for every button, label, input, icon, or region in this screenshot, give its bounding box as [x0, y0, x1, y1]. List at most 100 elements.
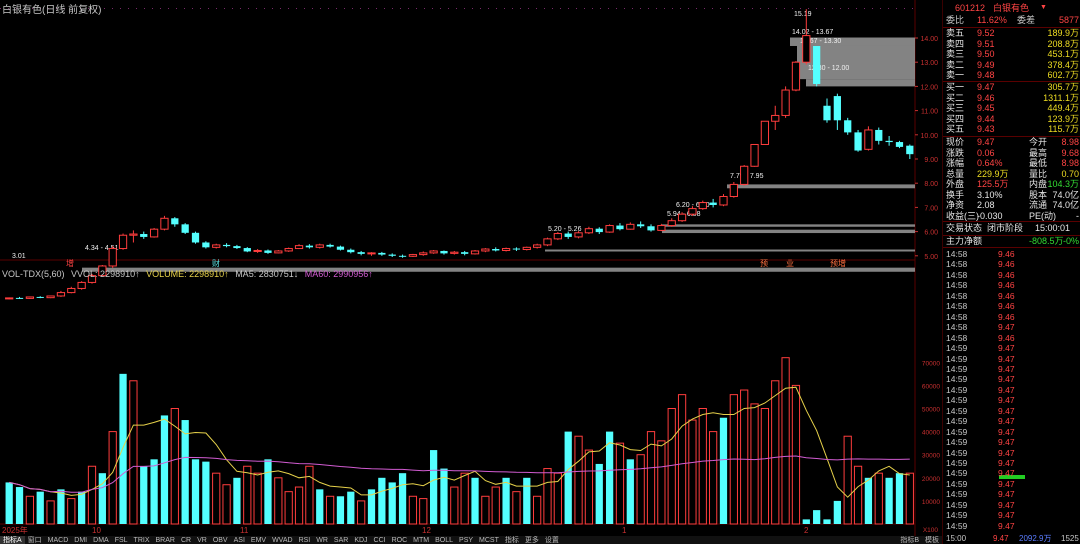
- grid-dot: [584, 8, 585, 9]
- grid-dot: [0, 8, 1, 9]
- gap-label: 4.34 - 4.51: [85, 245, 119, 252]
- tab-22[interactable]: PSY: [459, 536, 474, 544]
- price-tick-label: 5.00: [924, 254, 938, 261]
- tab-4[interactable]: DMA: [93, 536, 109, 544]
- tab-24[interactable]: 指标: [504, 537, 519, 544]
- ask-volume: 378.4万: [1047, 59, 1079, 70]
- tab-18[interactable]: CCI: [373, 536, 386, 544]
- tab-0[interactable]: 指标A: [0, 536, 25, 544]
- grid-dot: [216, 8, 217, 9]
- tab-12[interactable]: EMV: [250, 536, 267, 544]
- tab-17[interactable]: KDJ: [354, 536, 368, 544]
- grid-dot: [480, 8, 481, 9]
- grid-dot: [192, 8, 193, 9]
- volume-unit-label: X100: [923, 527, 939, 534]
- candle-body: [461, 252, 469, 254]
- grid-dot: [464, 8, 465, 9]
- stat-value: 8.98: [1061, 158, 1079, 168]
- tab-11[interactable]: ASI: [233, 536, 245, 544]
- tick-price: 9.47: [998, 458, 1015, 468]
- stat-row: 总量 229.9万 量比 0.70: [943, 169, 1080, 180]
- tab-26[interactable]: 设置: [544, 537, 559, 544]
- candle-body: [553, 233, 562, 240]
- volume-tick-label: 30000: [922, 453, 940, 460]
- tab-8[interactable]: CR: [180, 536, 192, 544]
- tab-right-0[interactable]: 指标B: [900, 537, 919, 544]
- tab-14[interactable]: RSI: [298, 536, 311, 544]
- tab-6[interactable]: TRIX: [133, 536, 150, 544]
- grid-dot: [32, 8, 33, 9]
- chart-canvas[interactable]: 14.00 13.00 12.00 11.00 10.00 9.00 8.00 7.00 6.0…: [0, 0, 942, 544]
- tab-10[interactable]: OBV: [212, 536, 228, 544]
- tab-3[interactable]: DMI: [74, 536, 88, 544]
- ask-price: 9.48: [977, 70, 995, 80]
- tab-15[interactable]: WR: [316, 536, 328, 544]
- grid-dot: [320, 8, 321, 9]
- candle-body: [367, 252, 376, 255]
- tab-5[interactable]: FSL: [114, 536, 128, 544]
- ask-label: 卖五: [946, 28, 965, 38]
- candle-body: [740, 165, 749, 185]
- grid-dot: [528, 8, 529, 9]
- tick-price: 9.46: [998, 249, 1015, 259]
- ask-price: 9.52: [977, 28, 995, 38]
- tab-9[interactable]: VR: [197, 536, 207, 544]
- event-marker: 预: [760, 258, 768, 268]
- grid-dot: [632, 8, 633, 9]
- ask-label: 卖一: [946, 70, 965, 80]
- grid-dot: [848, 8, 849, 9]
- candle-body: [160, 217, 169, 230]
- gap-band: [806, 79, 915, 87]
- dropdown-arrow-icon[interactable]: ▼: [1040, 4, 1047, 11]
- footer-vol: 2092.9万: [1019, 534, 1052, 543]
- bid-row: 买一 9.47 305.7万: [943, 82, 1080, 93]
- stat-row: 涨跌 0.06 最高 9.68: [943, 148, 1080, 159]
- volume-bar: [595, 463, 603, 524]
- volume-bar: [864, 477, 873, 524]
- tab-7[interactable]: BRAR: [155, 536, 175, 544]
- bid-price: 9.44: [977, 113, 995, 124]
- flow-row[interactable]: 主力净额 -808.5万 -0%: [943, 236, 1080, 479]
- tab-right-1[interactable]: 模板: [925, 537, 939, 544]
- volume-bar: [491, 486, 500, 525]
- grid-dot: [288, 8, 289, 9]
- vol-indicator-name[interactable]: VOL-TDX(5,60): [2, 269, 65, 279]
- tab-16[interactable]: SAR: [333, 536, 349, 544]
- candle-body: [823, 105, 831, 121]
- volume-bar: [25, 495, 35, 525]
- price-tick-label: 13.00: [920, 60, 938, 67]
- stat-row: 涨幅 0.64% 最低 8.98: [943, 158, 1080, 169]
- grid-dot: [912, 8, 913, 9]
- kline-chart[interactable]: 14.00 13.00 12.00 11.00 10.00 9.00 8.00 7.00 6.0…: [0, 0, 942, 544]
- ma60-line: [9, 455, 910, 493]
- tab-20[interactable]: MTM: [413, 536, 430, 544]
- candle-body: [657, 225, 666, 231]
- grid-dot: [408, 8, 409, 9]
- candle-body: [171, 218, 179, 225]
- divider: [943, 247, 1080, 248]
- tab-25[interactable]: 更多: [524, 537, 539, 544]
- tab-2[interactable]: MACD: [47, 536, 69, 544]
- volume-bar: [626, 459, 634, 524]
- tab-23[interactable]: MCST: [479, 536, 499, 544]
- candle-body: [833, 96, 841, 121]
- candle-body: [305, 245, 314, 248]
- grid-dot: [48, 8, 49, 9]
- candle-body: [77, 281, 86, 289]
- tick-row: 14:59 9.47: [943, 521, 1080, 531]
- ask-price: 9.51: [977, 38, 995, 49]
- grid-dot: [496, 8, 497, 9]
- grid-dot: [760, 8, 761, 9]
- tick-time: 14:59: [946, 353, 968, 364]
- tick-price: 9.47: [998, 363, 1015, 374]
- tab-1[interactable]: 窗口: [27, 537, 42, 544]
- bid-label: 买三: [946, 103, 965, 113]
- tab-13[interactable]: WVAD: [272, 536, 293, 544]
- tab-19[interactable]: ROC: [391, 536, 408, 544]
- weicha-value: 5877: [1058, 15, 1079, 25]
- stat-value: -: [1076, 210, 1079, 221]
- candle-body: [347, 249, 355, 253]
- volume-bar: [740, 389, 749, 525]
- tab-21[interactable]: BOLL: [435, 536, 454, 544]
- grid-dot: [656, 8, 657, 9]
